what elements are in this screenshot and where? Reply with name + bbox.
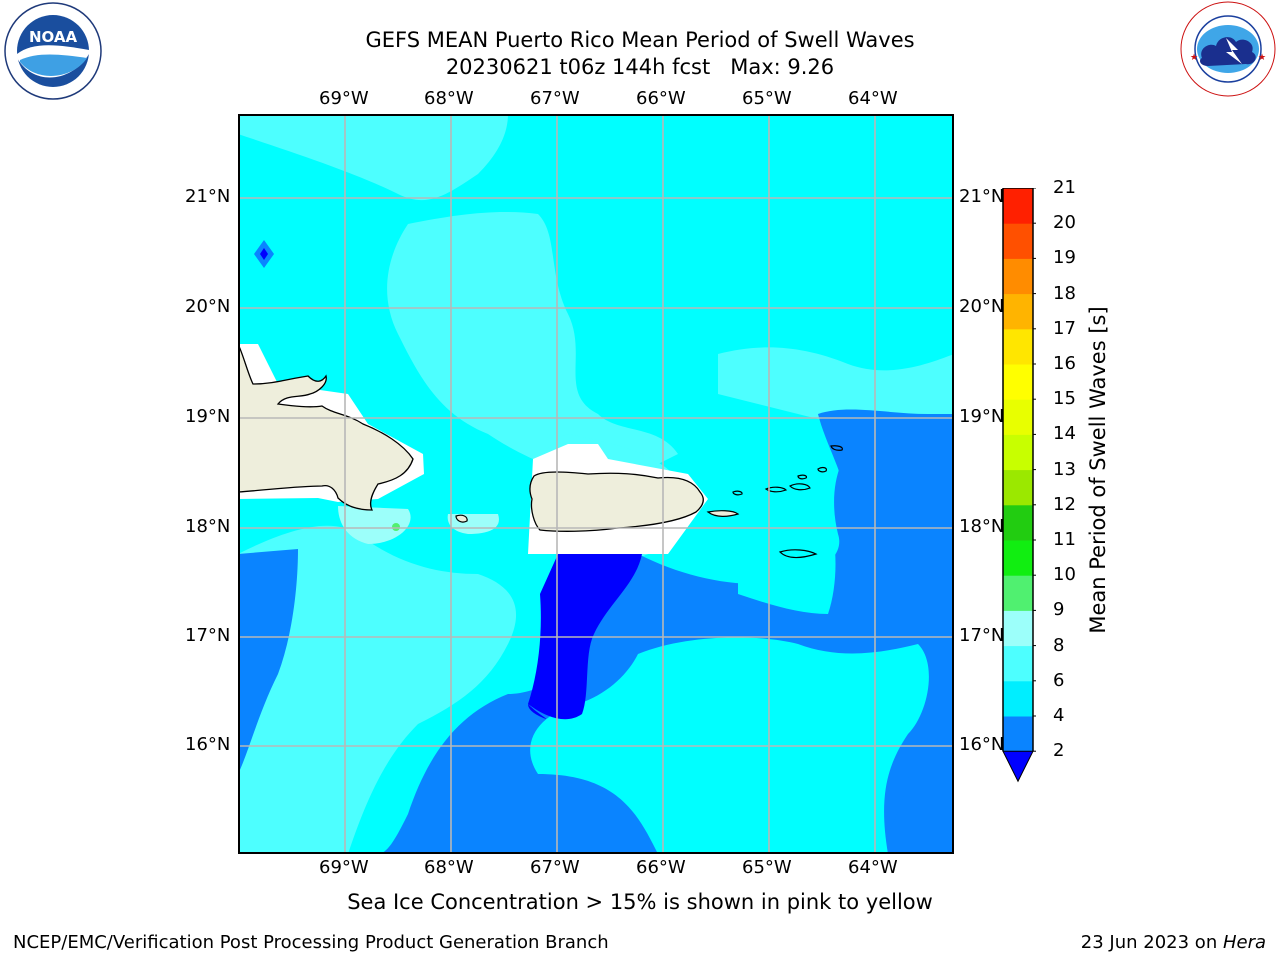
lon-label-bottom: 65°W bbox=[742, 857, 792, 878]
colorbar-tick-label: 2 bbox=[1053, 740, 1065, 762]
lon-label-bottom: 66°W bbox=[636, 857, 686, 878]
footer-date: 23 Jun 2023 on Hera bbox=[1081, 932, 1266, 953]
lat-label-left: 21°N bbox=[185, 186, 231, 207]
land-vieques bbox=[706, 510, 740, 517]
colorbar-tick-label: 13 bbox=[1053, 458, 1076, 480]
land-hispaniola bbox=[238, 343, 414, 511]
colorbar-segment bbox=[1003, 469, 1033, 506]
ocean-band-blue-sw bbox=[238, 549, 298, 774]
map-gridlines bbox=[238, 114, 954, 854]
sea-ice-note: Sea Ice Concentration > 15% is shown in … bbox=[347, 890, 933, 914]
lat-label-right: 21°N bbox=[959, 186, 1005, 207]
colorbar-segment bbox=[1003, 328, 1033, 365]
colorbar-segment bbox=[1003, 575, 1033, 611]
svg-text:★: ★ bbox=[1190, 53, 1198, 63]
colorbar-tick-label: 10 bbox=[1053, 564, 1076, 586]
lat-label-right: 18°N bbox=[959, 516, 1005, 537]
colorbar-segment bbox=[1003, 610, 1033, 647]
nws-logo: ★ ★ bbox=[1176, 0, 1280, 100]
lat-label-left: 20°N bbox=[185, 296, 231, 317]
colorbar-tick-label: 8 bbox=[1053, 634, 1065, 656]
colorbar-segment bbox=[1003, 293, 1033, 330]
footer-date-text: 23 Jun 2023 on bbox=[1080, 932, 1223, 953]
colorbar-title: Mean Period of Swell Waves [s] bbox=[1086, 306, 1110, 634]
lon-label-bottom: 64°W bbox=[848, 857, 898, 878]
ocean-band-light bbox=[238, 114, 508, 201]
footer-credit: NCEP/EMC/Verification Post Processing Pr… bbox=[13, 932, 609, 953]
colorbar-tick-label: 20 bbox=[1053, 212, 1076, 234]
footer-host: Hera bbox=[1222, 932, 1266, 953]
colorbar-tick-label: 18 bbox=[1053, 282, 1076, 304]
lon-label-bottom: 68°W bbox=[424, 857, 474, 878]
lat-label-left: 17°N bbox=[185, 625, 231, 646]
lat-label-right: 20°N bbox=[959, 296, 1005, 317]
map-border bbox=[238, 114, 954, 854]
noaa-logo: NOAA bbox=[2, 2, 104, 102]
ocean-band-light-sw bbox=[238, 525, 517, 854]
colorbar-tick-label: 17 bbox=[1053, 317, 1076, 339]
colorbar-segment bbox=[1003, 258, 1033, 295]
lat-label-left: 16°N bbox=[185, 734, 231, 755]
colorbar-segment bbox=[1003, 364, 1033, 400]
colorbar-tick-label: 19 bbox=[1053, 247, 1076, 269]
colorbar-segment bbox=[1003, 434, 1033, 471]
lon-label-top: 65°W bbox=[742, 88, 792, 109]
lat-label-right: 17°N bbox=[959, 625, 1005, 646]
colorbar-tick-label: 16 bbox=[1053, 353, 1076, 374]
noaa-logo-text: NOAA bbox=[29, 28, 78, 46]
colorbar-tick-label: 21 bbox=[1053, 177, 1076, 198]
colorbar bbox=[1002, 187, 1036, 784]
colorbar-tick-label: 12 bbox=[1053, 493, 1076, 515]
lat-label-right: 19°N bbox=[959, 406, 1005, 427]
swell-period-map bbox=[238, 114, 954, 854]
lon-label-top: 66°W bbox=[636, 88, 686, 109]
map-canvas bbox=[238, 114, 954, 854]
lon-label-top: 69°W bbox=[319, 88, 369, 109]
lon-label-top: 67°W bbox=[530, 88, 580, 109]
colorbar-segment bbox=[1003, 680, 1033, 717]
colorbar-tick-label: 6 bbox=[1053, 669, 1065, 691]
lat-label-left: 19°N bbox=[185, 406, 231, 427]
colorbar-tick-label: 11 bbox=[1053, 529, 1076, 550]
plot-subtitle: 20230621 t06z 144h fcst Max: 9.26 bbox=[445, 55, 835, 79]
lat-label-left: 18°N bbox=[185, 516, 231, 537]
colorbar-segment bbox=[1003, 540, 1033, 576]
plot-title: GEFS MEAN Puerto Rico Mean Period of Swe… bbox=[365, 28, 915, 52]
colorbar-segment bbox=[1003, 188, 1033, 224]
colorbar-tick-label: 9 bbox=[1053, 599, 1065, 621]
lon-label-bottom: 69°W bbox=[319, 857, 369, 878]
colorbar-segment bbox=[1003, 645, 1033, 682]
colorbar-tick-label: 4 bbox=[1053, 705, 1065, 726]
colorbar-segment bbox=[1003, 716, 1033, 752]
colorbar-segment bbox=[1003, 223, 1033, 259]
colorbar-segment bbox=[1003, 504, 1033, 541]
land-mona-island bbox=[455, 514, 468, 523]
colorbar-extend-triangle bbox=[1002, 750, 1034, 783]
colorbar-segment bbox=[1003, 399, 1033, 435]
lat-label-right: 16°N bbox=[959, 734, 1005, 755]
colorbar-tick-label: 14 bbox=[1053, 423, 1076, 445]
land-puerto-rico bbox=[529, 471, 704, 532]
lon-label-top: 68°W bbox=[424, 88, 474, 109]
colorbar-tick-label: 15 bbox=[1053, 388, 1076, 410]
land-st-croix bbox=[778, 549, 818, 559]
lon-label-bottom: 67°W bbox=[530, 857, 580, 878]
lon-label-top: 64°W bbox=[848, 88, 898, 109]
svg-text:★: ★ bbox=[1258, 53, 1266, 63]
